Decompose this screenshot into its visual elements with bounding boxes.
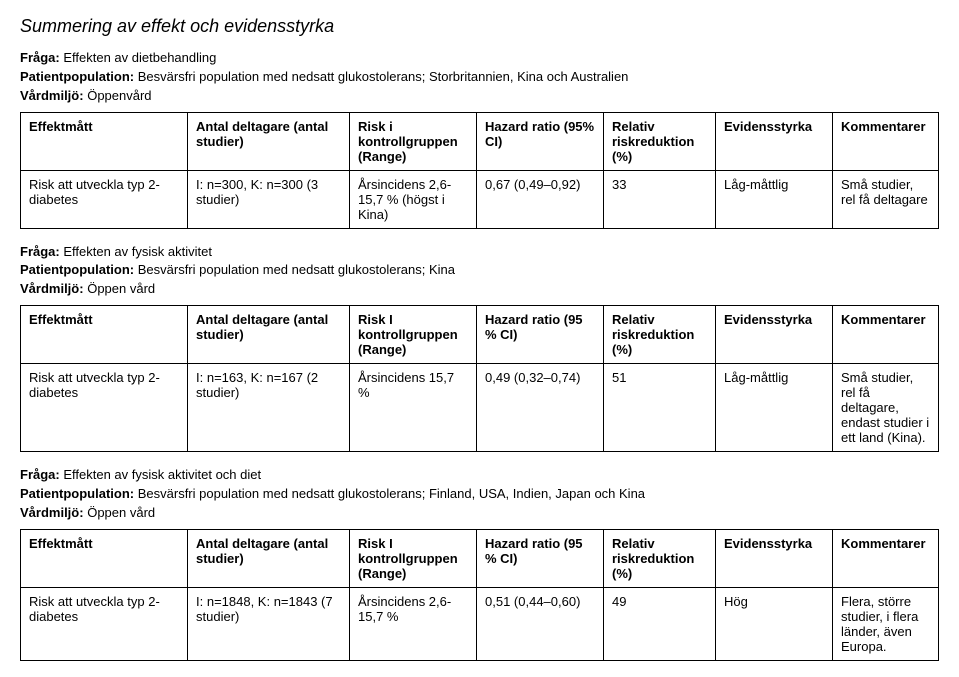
set2-label: Vårdmiljö: <box>20 281 84 296</box>
set2-text: Öppen vård <box>87 281 155 296</box>
set3-label: Vårdmiljö: <box>20 505 84 520</box>
page-title: Summering av effekt och evidensstyrka <box>20 16 939 37</box>
h-c5: Relativ riskreduktion (%) <box>604 529 716 587</box>
section-2-meta: Fråga: Effekten av fysisk aktivitet Pati… <box>20 243 939 300</box>
pop1-text: Besvärsfri population med nedsatt glukos… <box>138 69 629 84</box>
pop2-text: Besvärsfri population med nedsatt glukos… <box>138 262 455 277</box>
set1-text: Öppenvård <box>87 88 151 103</box>
h-c4: Hazard ratio (95 % CI) <box>477 306 604 364</box>
h-c2: Antal deltagare (antal studier) <box>188 529 350 587</box>
h-c7: Kommentarer <box>833 306 939 364</box>
r-c6: Låg-måttlig <box>716 170 833 228</box>
r-c3: Årsincidens 15,7 % <box>350 364 477 452</box>
q3-label: Fråga: <box>20 467 60 482</box>
h-c2: Antal deltagare (antal studier) <box>188 306 350 364</box>
h-c1: Effektmått <box>21 112 188 170</box>
table-row: Risk att utveckla typ 2-diabetes I: n=18… <box>21 587 939 660</box>
section-3-meta: Fråga: Effekten av fysisk aktivitet och … <box>20 466 939 523</box>
r-c2: I: n=300, K: n=300 (3 studier) <box>188 170 350 228</box>
r-c7: Små studier, rel få deltagare, endast st… <box>833 364 939 452</box>
table-3: Effektmått Antal deltagare (antal studie… <box>20 529 939 661</box>
r-c4: 0,51 (0,44–0,60) <box>477 587 604 660</box>
pop3-text: Besvärsfri population med nedsatt glukos… <box>138 486 645 501</box>
h-c7: Kommentarer <box>833 529 939 587</box>
pop2-label: Patientpopulation: <box>20 262 134 277</box>
h-c1: Effektmått <box>21 529 188 587</box>
h-c5: Relativ riskreduktion (%) <box>604 112 716 170</box>
table-header-row: Effektmått Antal deltagare (antal studie… <box>21 112 939 170</box>
r-c7: Flera, större studier, i flera länder, ä… <box>833 587 939 660</box>
h-c6: Evidensstyrka <box>716 529 833 587</box>
r-c2: I: n=1848, K: n=1843 (7 studier) <box>188 587 350 660</box>
h-c3: Risk i kontrollgruppen (Range) <box>350 112 477 170</box>
set3-text: Öppen vård <box>87 505 155 520</box>
r-c3: Årsincidens 2,6-15,7 % (högst i Kina) <box>350 170 477 228</box>
q2-label: Fråga: <box>20 244 60 259</box>
h-c3: Risk I kontrollgruppen (Range) <box>350 529 477 587</box>
r-c5: 49 <box>604 587 716 660</box>
table-header-row: Effektmått Antal deltagare (antal studie… <box>21 529 939 587</box>
q1-text: Effekten av dietbehandling <box>63 50 216 65</box>
h-c4: Hazard ratio (95% CI) <box>477 112 604 170</box>
r-c2: I: n=163, K: n=167 (2 studier) <box>188 364 350 452</box>
r-c6: Hög <box>716 587 833 660</box>
h-c7: Kommentarer <box>833 112 939 170</box>
q1-label: Fråga: <box>20 50 60 65</box>
r-c4: 0,67 (0,49–0,92) <box>477 170 604 228</box>
r-c1: Risk att utveckla typ 2-diabetes <box>21 364 188 452</box>
table-row: Risk att utveckla typ 2-diabetes I: n=16… <box>21 364 939 452</box>
r-c1: Risk att utveckla typ 2-diabetes <box>21 170 188 228</box>
h-c1: Effektmått <box>21 306 188 364</box>
r-c6: Låg-måttlig <box>716 364 833 452</box>
h-c3: Risk I kontrollgruppen (Range) <box>350 306 477 364</box>
section-1-meta: Fråga: Effekten av dietbehandling Patien… <box>20 49 939 106</box>
q3-text: Effekten av fysisk aktivitet och diet <box>63 467 261 482</box>
h-c4: Hazard ratio (95 % CI) <box>477 529 604 587</box>
r-c1: Risk att utveckla typ 2-diabetes <box>21 587 188 660</box>
h-c2: Antal deltagare (antal studier) <box>188 112 350 170</box>
r-c3: Årsincidens 2,6-15,7 % <box>350 587 477 660</box>
table-1: Effektmått Antal deltagare (antal studie… <box>20 112 939 229</box>
r-c4: 0,49 (0,32–0,74) <box>477 364 604 452</box>
r-c5: 33 <box>604 170 716 228</box>
h-c6: Evidensstyrka <box>716 112 833 170</box>
pop1-label: Patientpopulation: <box>20 69 134 84</box>
table-row: Risk att utveckla typ 2-diabetes I: n=30… <box>21 170 939 228</box>
h-c6: Evidensstyrka <box>716 306 833 364</box>
pop3-label: Patientpopulation: <box>20 486 134 501</box>
table-2: Effektmått Antal deltagare (antal studie… <box>20 305 939 452</box>
table-header-row: Effektmått Antal deltagare (antal studie… <box>21 306 939 364</box>
h-c5: Relativ riskreduktion (%) <box>604 306 716 364</box>
set1-label: Vårdmiljö: <box>20 88 84 103</box>
q2-text: Effekten av fysisk aktivitet <box>63 244 212 259</box>
r-c5: 51 <box>604 364 716 452</box>
r-c7: Små studier, rel få deltagare <box>833 170 939 228</box>
